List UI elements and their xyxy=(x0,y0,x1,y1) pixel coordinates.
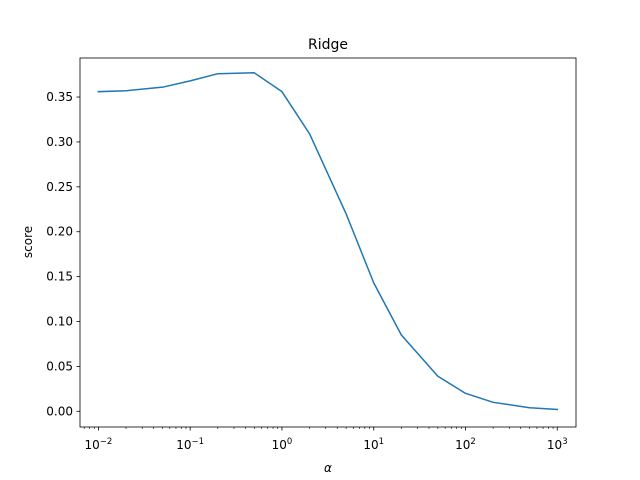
y-tick-label: 0.05 xyxy=(46,359,73,373)
series-line xyxy=(97,72,559,411)
y-tick-label: 0.15 xyxy=(46,270,73,284)
x-tick-label: 101 xyxy=(363,437,384,452)
y-tick-label: 0.25 xyxy=(46,180,73,194)
x-tick-label: 103 xyxy=(547,437,568,452)
y-tick-label: 0.35 xyxy=(46,90,73,104)
y-tick-label: 0.00 xyxy=(46,404,73,418)
y-axis-label: score xyxy=(21,226,35,258)
plot-area-frame xyxy=(79,57,577,428)
y-tick-label: 0.20 xyxy=(46,225,73,239)
x-tick-label: 10−2 xyxy=(85,437,113,452)
y-tick-label: 0.10 xyxy=(46,315,73,329)
x-tick-label: 102 xyxy=(455,437,476,452)
y-tick-label: 0.30 xyxy=(46,135,73,149)
chart-title: Ridge xyxy=(308,37,348,53)
x-tick-label: 100 xyxy=(272,437,293,452)
x-tick-label: 10−1 xyxy=(176,437,204,452)
x-axis-label: α xyxy=(324,461,332,475)
